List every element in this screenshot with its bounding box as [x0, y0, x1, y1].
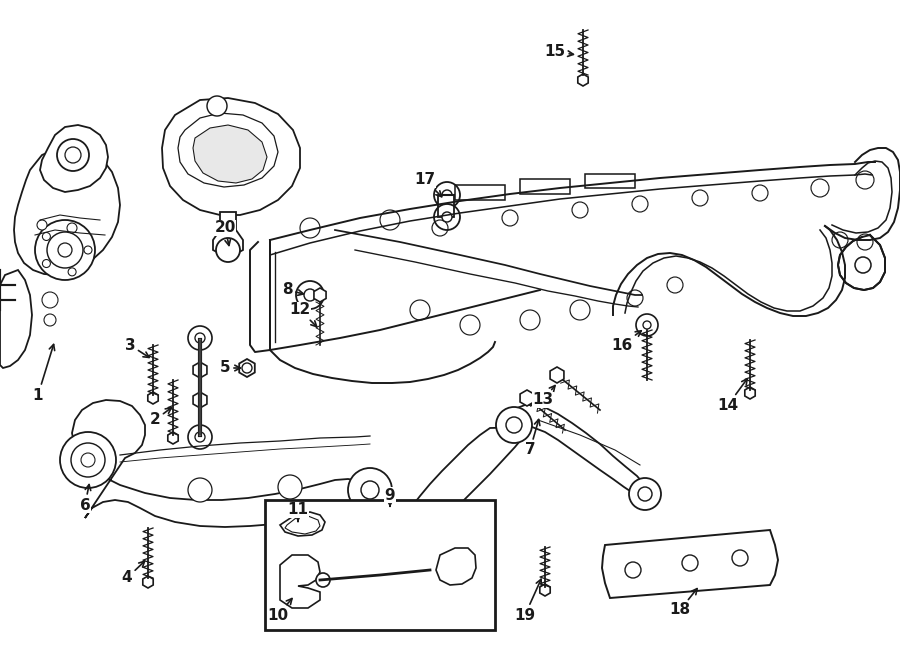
Text: 13: 13 — [533, 385, 555, 407]
Text: 14: 14 — [717, 379, 747, 412]
Polygon shape — [499, 405, 648, 499]
Circle shape — [316, 573, 330, 587]
Polygon shape — [148, 392, 158, 404]
Text: 16: 16 — [611, 330, 642, 352]
Text: 10: 10 — [267, 599, 292, 623]
Polygon shape — [0, 270, 32, 368]
Bar — [455, 185, 505, 200]
Circle shape — [361, 481, 379, 499]
Text: 1: 1 — [32, 344, 55, 403]
Text: 6: 6 — [79, 485, 91, 512]
Circle shape — [188, 478, 212, 502]
Polygon shape — [213, 212, 243, 258]
Polygon shape — [143, 576, 153, 588]
Circle shape — [44, 314, 56, 326]
Polygon shape — [162, 98, 300, 215]
Circle shape — [242, 363, 252, 373]
Circle shape — [496, 407, 532, 443]
Circle shape — [391, 504, 423, 536]
Polygon shape — [194, 362, 207, 378]
Text: 20: 20 — [214, 221, 236, 245]
Polygon shape — [194, 392, 207, 408]
Polygon shape — [578, 74, 589, 86]
Circle shape — [216, 238, 240, 262]
Bar — [438, 195, 454, 217]
Circle shape — [188, 326, 212, 350]
Polygon shape — [285, 516, 320, 534]
Text: 19: 19 — [515, 579, 541, 623]
Circle shape — [278, 475, 302, 499]
Circle shape — [84, 246, 92, 254]
Circle shape — [195, 333, 205, 343]
Text: 4: 4 — [122, 561, 145, 586]
Circle shape — [629, 478, 661, 510]
Polygon shape — [314, 288, 326, 302]
Polygon shape — [14, 148, 120, 275]
Bar — [520, 179, 570, 194]
Polygon shape — [602, 530, 778, 598]
Circle shape — [304, 289, 316, 301]
Polygon shape — [520, 390, 534, 406]
Circle shape — [68, 268, 76, 276]
Polygon shape — [193, 125, 267, 183]
Text: 7: 7 — [525, 420, 540, 457]
Circle shape — [37, 220, 47, 230]
Text: 18: 18 — [670, 589, 698, 617]
Circle shape — [42, 260, 50, 268]
Polygon shape — [280, 512, 325, 536]
Circle shape — [81, 453, 95, 467]
Text: 8: 8 — [282, 282, 303, 297]
Circle shape — [442, 212, 452, 222]
Polygon shape — [550, 367, 564, 383]
Circle shape — [35, 220, 95, 280]
Circle shape — [348, 468, 392, 512]
Circle shape — [42, 292, 58, 308]
Circle shape — [400, 513, 414, 527]
Text: 9: 9 — [384, 488, 395, 506]
Polygon shape — [436, 548, 476, 585]
Text: 17: 17 — [414, 173, 442, 197]
Text: 15: 15 — [544, 44, 573, 59]
Circle shape — [47, 232, 83, 268]
Polygon shape — [40, 125, 108, 192]
Text: 11: 11 — [287, 502, 309, 521]
Bar — [585, 174, 635, 188]
Polygon shape — [167, 432, 178, 444]
Circle shape — [60, 432, 116, 488]
Text: 2: 2 — [149, 408, 171, 428]
Polygon shape — [280, 555, 320, 608]
Circle shape — [195, 432, 205, 442]
Circle shape — [58, 243, 72, 257]
Circle shape — [57, 139, 89, 171]
Circle shape — [65, 147, 81, 163]
Polygon shape — [540, 584, 550, 596]
Circle shape — [68, 224, 76, 232]
Circle shape — [442, 190, 452, 200]
Circle shape — [506, 417, 522, 433]
Text: 12: 12 — [290, 303, 317, 327]
Text: 3: 3 — [125, 338, 149, 358]
Bar — [265, 500, 495, 630]
Circle shape — [67, 223, 77, 233]
Polygon shape — [745, 387, 755, 399]
Polygon shape — [239, 359, 255, 377]
Polygon shape — [405, 427, 532, 528]
Polygon shape — [178, 113, 278, 187]
Polygon shape — [72, 400, 376, 527]
Circle shape — [207, 96, 227, 116]
Circle shape — [638, 487, 652, 501]
Circle shape — [643, 321, 651, 329]
Circle shape — [71, 443, 105, 477]
Circle shape — [42, 233, 50, 241]
Circle shape — [188, 425, 212, 449]
Text: 5: 5 — [220, 360, 240, 375]
